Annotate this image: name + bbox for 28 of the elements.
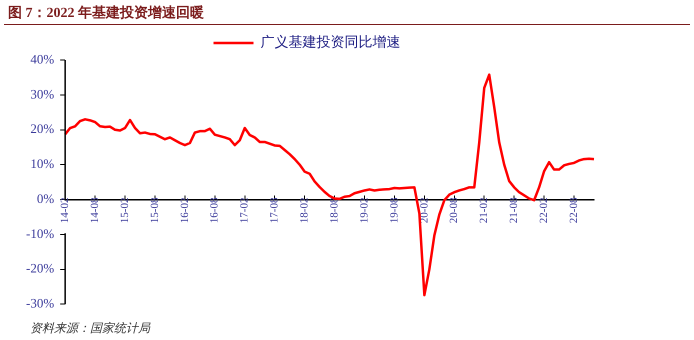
y-tick-label: 20% [30,121,54,136]
x-tick-label: 15-08 [148,197,161,224]
chart-title: 图 7：2022 年基建投资增速回暖 [8,4,204,22]
x-tick-label: 19-08 [388,197,400,224]
x-tick-label: 16-02 [178,198,191,224]
y-tick-label: -10% [26,226,54,241]
y-tick-label: -20% [26,260,54,276]
x-tick-label: 19-02 [358,198,370,224]
y-tick-label: 30% [30,86,54,102]
x-tick-label: 15-02 [118,198,131,224]
x-tick-label: 21-08 [508,197,520,224]
y-tick-label: -30% [26,296,54,311]
y-tick-label: 0% [36,190,54,206]
x-tick-label: 14-08 [88,197,101,224]
x-tick-label: 16-08 [208,197,221,224]
x-tick-label: 18-02 [298,198,311,224]
x-tick-label: 22-02 [538,198,550,224]
y-tick-label: 40% [30,51,54,66]
x-tick-label: 17-02 [238,198,251,224]
text: 资料来源：国家统计局 [30,320,150,337]
legend-label: 广义基建投资同比增速 [260,34,400,51]
y-tick-label: 10% [30,156,54,172]
x-tick-label: 17-08 [268,197,281,224]
x-tick-label: 21-02 [478,198,490,224]
x-tick-label: 22-08 [568,197,580,224]
x-tick-label: 14-02 [59,198,72,224]
x-tick-label: 20-08 [448,197,460,224]
x-tick-label: 20-02 [418,198,430,224]
